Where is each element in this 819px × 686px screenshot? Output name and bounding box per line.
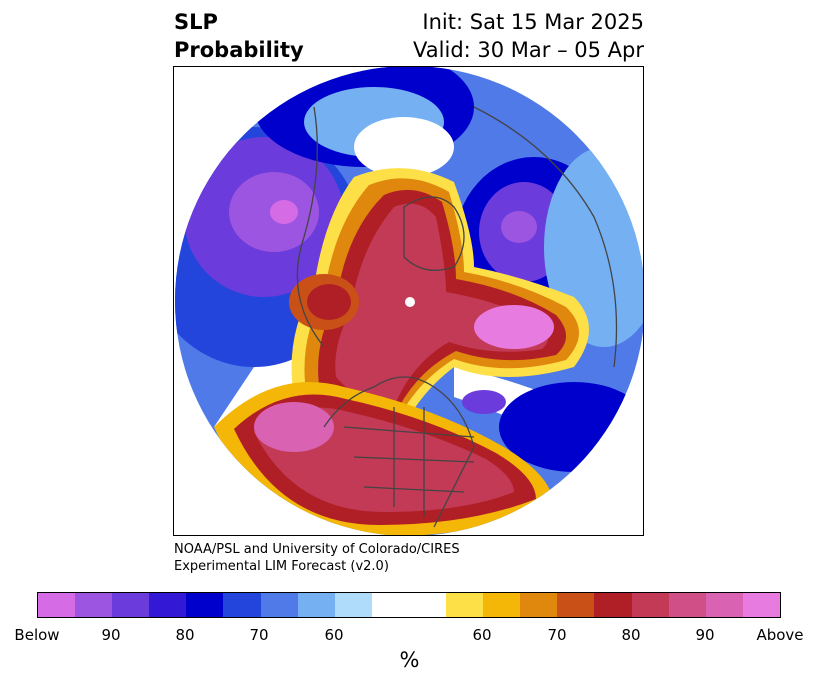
colorbar-tick-label: 80 [175, 626, 195, 644]
colorbar-segment [297, 593, 335, 617]
colorbar-segment [557, 593, 595, 617]
north-pole-marker [405, 297, 415, 307]
colorbar-segment [631, 593, 669, 617]
greenland-coast [403, 196, 465, 271]
probability-map [175, 67, 643, 535]
credit-line-1: NOAA/PSL and University of Colorado/CIRE… [174, 542, 460, 557]
colorbar-tick-label: Below [14, 626, 60, 644]
colorbar-segment [75, 593, 113, 617]
colorbar-tick-label: 90 [695, 626, 715, 644]
colorbar-segment [149, 593, 187, 617]
atlantic-low-core [462, 390, 506, 414]
colorbar-tick-label: 70 [249, 626, 269, 644]
colorbar-segment [260, 593, 298, 617]
north-america-coast [323, 376, 475, 528]
colorbar-segment [742, 593, 780, 617]
arctic-neutral [354, 117, 454, 177]
colorbar-segment [38, 593, 76, 617]
colorbar-unit: % [399, 648, 420, 672]
variable-label: SLP [174, 10, 218, 34]
colorbar-tick-label: 60 [324, 626, 344, 644]
credit: NOAA/PSL and University of Colorado/CIRE… [174, 541, 460, 575]
european-low-core [501, 211, 537, 243]
pacific-low-peak [270, 200, 298, 224]
colorbar-ticks: Below 90 80 70 60 60 70 80 90 Above [0, 626, 819, 646]
colorbar-segment [186, 593, 224, 617]
colorbar-segment [408, 593, 447, 617]
colorbar-segment [446, 593, 484, 617]
colorbar-segment [223, 593, 261, 617]
product-label: Probability [174, 38, 304, 62]
arctic-high-core [335, 203, 548, 403]
date-info: Init: Sat 15 Mar 2025 Valid: 30 Mar – 05… [413, 8, 644, 64]
colorbar-tick-label: Above [756, 626, 804, 644]
colorbar-segment [483, 593, 521, 617]
colorbar-tick-label: 90 [101, 626, 121, 644]
alaska-high-core [307, 284, 351, 320]
init-date: Init: Sat 15 Mar 2025 [422, 10, 644, 34]
colorbar-segment [334, 593, 372, 617]
colorbar-segment [520, 593, 558, 617]
colorbar-segment [594, 593, 632, 617]
valid-range: Valid: 30 Mar – 05 Apr [413, 38, 644, 62]
colorbar [37, 592, 781, 618]
coastlines [296, 106, 618, 528]
colorbar-segment [705, 593, 743, 617]
atlantic-high-peak [474, 305, 554, 349]
colorbar-tick-label: 70 [547, 626, 567, 644]
map-panel [173, 66, 644, 536]
credit-line-2: Experimental LIM Forecast (v2.0) [174, 559, 389, 574]
colorbar-segment [112, 593, 150, 617]
us-borders [343, 407, 475, 517]
map-title: SLP Probability [174, 8, 304, 64]
pacific-high-peak [254, 402, 334, 452]
eurasia-coast [473, 106, 618, 368]
colorbar-tick-label: 60 [472, 626, 492, 644]
colorbar-segment [668, 593, 706, 617]
colorbar-tick-label: 80 [621, 626, 641, 644]
colorbar-segment [371, 593, 409, 617]
asia-coast [296, 106, 325, 348]
